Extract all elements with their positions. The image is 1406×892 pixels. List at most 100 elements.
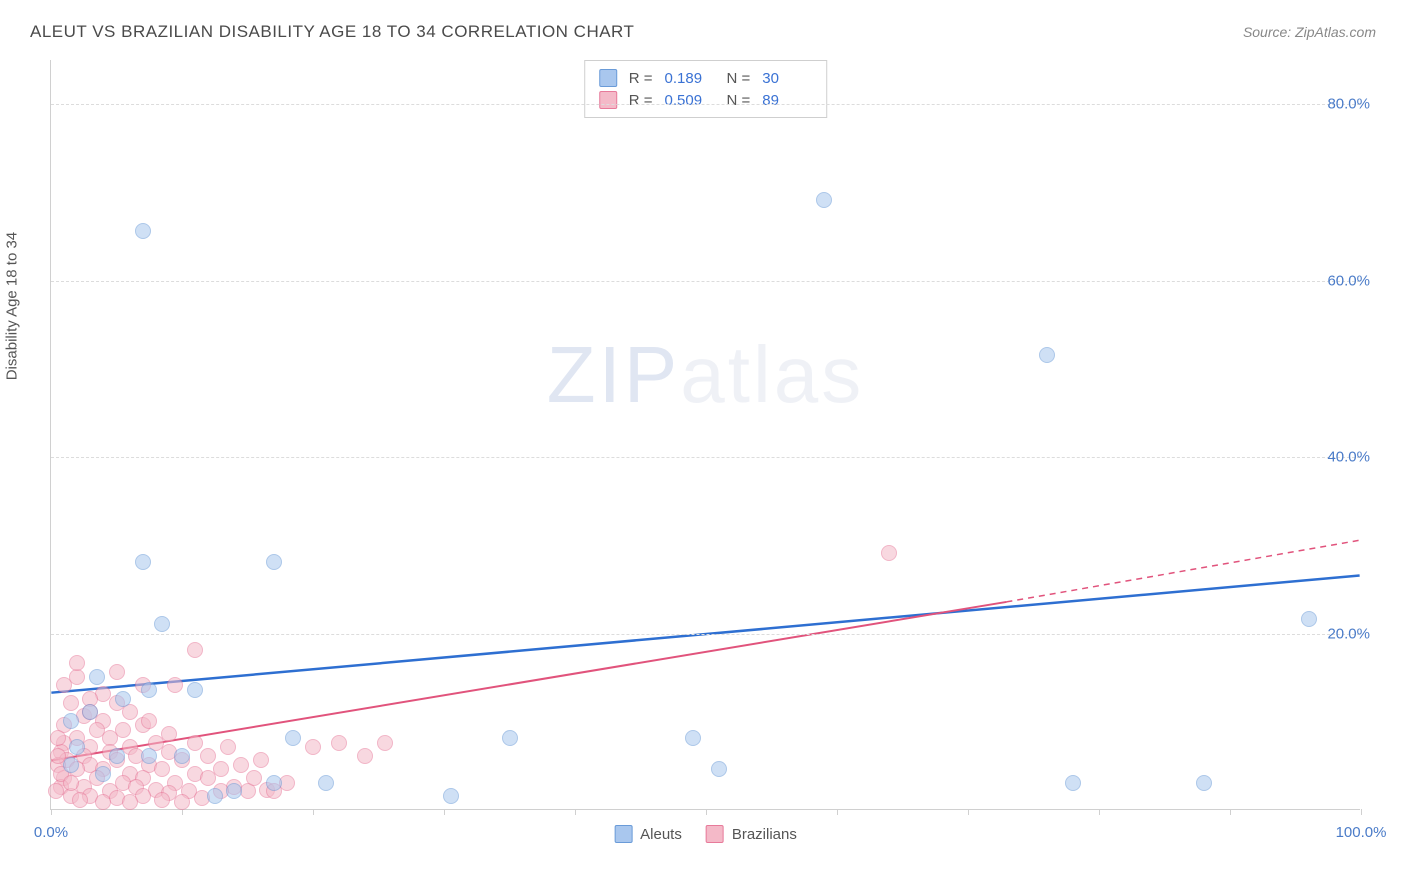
- y-tick-label: 40.0%: [1327, 449, 1370, 466]
- scatter-point-brazilians: [220, 739, 236, 755]
- scatter-point-brazilians: [174, 794, 190, 810]
- scatter-point-brazilians: [246, 770, 262, 786]
- scatter-point-brazilians: [154, 792, 170, 808]
- x-tick: [444, 809, 445, 815]
- scatter-point-aleuts: [285, 730, 301, 746]
- stats-row-aleuts: R = 0.189 N = 30: [599, 67, 813, 89]
- scatter-point-aleuts: [63, 713, 79, 729]
- scatter-point-brazilians: [357, 748, 373, 764]
- x-tick: [837, 809, 838, 815]
- scatter-point-brazilians: [109, 664, 125, 680]
- scatter-point-aleuts: [141, 682, 157, 698]
- scatter-point-aleuts: [69, 739, 85, 755]
- scatter-point-aleuts: [816, 192, 832, 208]
- scatter-point-aleuts: [226, 783, 242, 799]
- scatter-point-brazilians: [187, 642, 203, 658]
- plot-area: ZIPatlas R = 0.189 N = 30 R = 0.509 N = …: [50, 60, 1360, 810]
- trendline: [1006, 540, 1359, 602]
- scatter-point-brazilians: [122, 794, 138, 810]
- n-value-brazilians: 89: [762, 92, 812, 109]
- x-tick: [1099, 809, 1100, 815]
- swatch-aleuts: [599, 69, 617, 87]
- stats-row-brazilians: R = 0.509 N = 89: [599, 89, 813, 111]
- scatter-point-aleuts: [109, 748, 125, 764]
- scatter-point-aleuts: [502, 730, 518, 746]
- legend-item-brazilians: Brazilians: [706, 825, 797, 843]
- scatter-point-aleuts: [141, 748, 157, 764]
- scatter-point-brazilians: [167, 677, 183, 693]
- y-tick-label: 60.0%: [1327, 272, 1370, 289]
- scatter-point-aleuts: [89, 669, 105, 685]
- trendlines-svg: [51, 60, 1360, 809]
- legend-item-aleuts: Aleuts: [614, 825, 682, 843]
- swatch-brazilians: [706, 825, 724, 843]
- scatter-point-aleuts: [63, 757, 79, 773]
- stats-box: R = 0.189 N = 30 R = 0.509 N = 89: [584, 60, 828, 118]
- scatter-point-brazilians: [377, 735, 393, 751]
- scatter-point-aleuts: [1065, 775, 1081, 791]
- x-tick-label: 0.0%: [34, 824, 68, 841]
- x-tick: [575, 809, 576, 815]
- y-tick-label: 20.0%: [1327, 625, 1370, 642]
- scatter-point-brazilians: [56, 677, 72, 693]
- scatter-point-aleuts: [154, 616, 170, 632]
- legend-label: Brazilians: [732, 826, 797, 843]
- swatch-aleuts: [614, 825, 632, 843]
- gridline: [51, 281, 1360, 282]
- title-bar: ALEUT VS BRAZILIAN DISABILITY AGE 18 TO …: [30, 22, 1376, 42]
- y-axis-label: Disability Age 18 to 34: [4, 232, 21, 380]
- scatter-point-aleuts: [711, 761, 727, 777]
- scatter-point-aleuts: [82, 704, 98, 720]
- scatter-point-aleuts: [95, 766, 111, 782]
- source-label: Source: ZipAtlas.com: [1243, 24, 1376, 40]
- n-value-aleuts: 30: [762, 70, 812, 87]
- scatter-point-aleuts: [135, 554, 151, 570]
- scatter-point-brazilians: [63, 775, 79, 791]
- x-tick: [706, 809, 707, 815]
- watermark: ZIPatlas: [547, 329, 864, 421]
- scatter-point-brazilians: [233, 757, 249, 773]
- scatter-point-aleuts: [174, 748, 190, 764]
- r-label: R =: [629, 92, 653, 109]
- x-tick: [968, 809, 969, 815]
- chart-title: ALEUT VS BRAZILIAN DISABILITY AGE 18 TO …: [30, 22, 634, 42]
- r-value-aleuts: 0.189: [665, 70, 715, 87]
- n-label: N =: [727, 70, 751, 87]
- scatter-point-brazilians: [72, 792, 88, 808]
- legend-label: Aleuts: [640, 826, 682, 843]
- scatter-point-brazilians: [154, 761, 170, 777]
- scatter-point-aleuts: [1196, 775, 1212, 791]
- scatter-point-aleuts: [135, 223, 151, 239]
- r-value-brazilians: 0.509: [665, 92, 715, 109]
- x-tick: [1361, 809, 1362, 815]
- bottom-legend: Aleuts Brazilians: [614, 825, 797, 843]
- scatter-point-aleuts: [1039, 347, 1055, 363]
- scatter-point-aleuts: [1301, 611, 1317, 627]
- r-label: R =: [629, 70, 653, 87]
- scatter-point-brazilians: [63, 695, 79, 711]
- gridline: [51, 634, 1360, 635]
- scatter-point-brazilians: [200, 748, 216, 764]
- x-tick: [51, 809, 52, 815]
- scatter-point-aleuts: [266, 775, 282, 791]
- x-tick: [313, 809, 314, 815]
- swatch-brazilians: [599, 91, 617, 109]
- gridline: [51, 457, 1360, 458]
- scatter-point-brazilians: [50, 730, 66, 746]
- scatter-point-brazilians: [69, 655, 85, 671]
- scatter-point-brazilians: [141, 713, 157, 729]
- scatter-point-brazilians: [161, 726, 177, 742]
- scatter-point-aleuts: [115, 691, 131, 707]
- scatter-point-brazilians: [200, 770, 216, 786]
- scatter-point-brazilians: [253, 752, 269, 768]
- x-tick: [1230, 809, 1231, 815]
- scatter-point-brazilians: [305, 739, 321, 755]
- y-tick-label: 80.0%: [1327, 96, 1370, 113]
- n-label: N =: [727, 92, 751, 109]
- scatter-point-aleuts: [443, 788, 459, 804]
- scatter-point-aleuts: [318, 775, 334, 791]
- scatter-point-aleuts: [207, 788, 223, 804]
- scatter-point-brazilians: [331, 735, 347, 751]
- scatter-point-brazilians: [48, 783, 64, 799]
- x-tick-label: 100.0%: [1336, 824, 1387, 841]
